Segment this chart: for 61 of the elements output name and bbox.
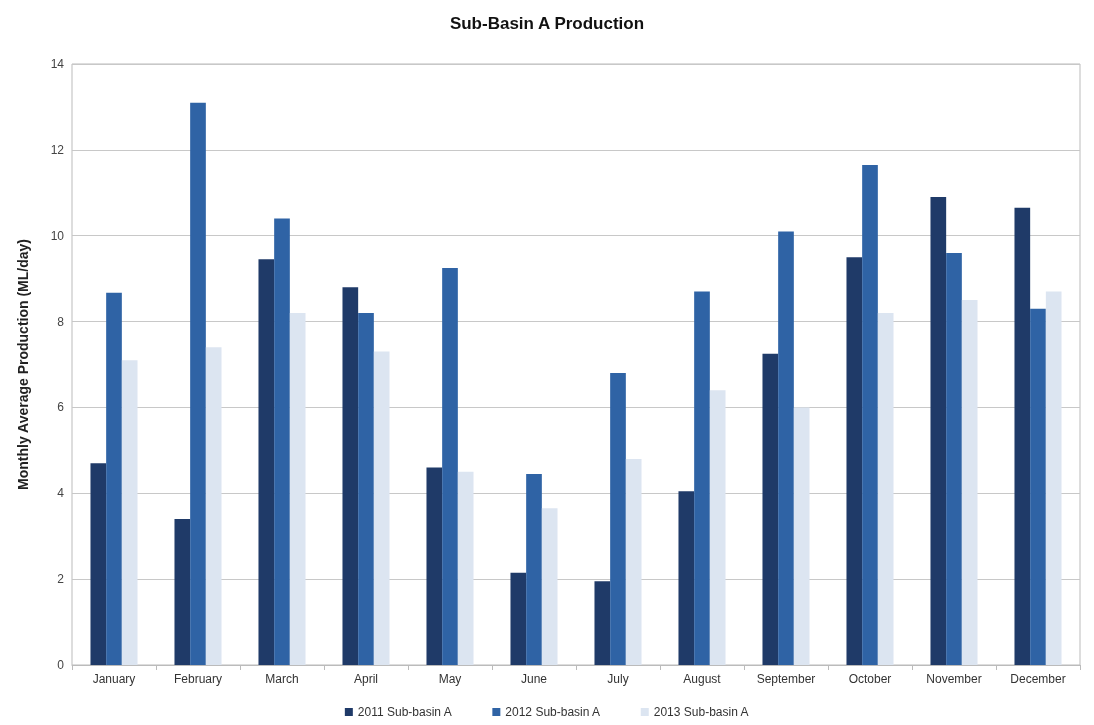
x-tick-label: October [848,672,892,686]
bar [930,197,947,665]
bar [709,390,726,665]
bar [762,353,779,665]
bar [205,347,222,665]
bar [510,572,527,665]
y-tick-label: 8 [57,314,65,329]
y-tick-label: 0 [57,658,65,672]
bar [174,519,191,665]
x-tick-label: February [173,672,223,686]
y-axis-title: Monthly Average Production (ML/day) [15,239,31,490]
bar [426,467,443,665]
bar [778,231,794,665]
bar [373,351,390,665]
bar [793,407,810,665]
bar [846,257,863,665]
bar [594,581,611,665]
bar [358,312,374,665]
bar [625,458,642,665]
x-tick-label: August [683,672,722,686]
bar [526,473,542,665]
bar [541,508,558,665]
y-tick-label: 4 [57,486,65,501]
x-tick-label: September [756,672,816,686]
bar [289,312,306,665]
x-tick-label: November [926,672,982,686]
x-tick-label: December [1010,672,1066,686]
bar [106,292,122,665]
bar [442,267,458,665]
y-tick-label: 12 [50,142,65,157]
bar [946,252,962,665]
x-tick-label: June [520,672,548,686]
bar [258,259,275,665]
y-tick-label: 10 [50,228,65,243]
bar [877,312,894,665]
bar [274,218,290,665]
bar [457,471,474,665]
bar [862,164,878,665]
bar [610,373,626,665]
bar [90,463,107,665]
bar [961,300,978,665]
bar [342,287,359,665]
bar [1045,291,1062,665]
bar [121,360,138,665]
bar [190,102,206,665]
x-tick-label: April [353,672,379,686]
bar [678,491,695,665]
x-tick-label: May [438,672,462,686]
bar [1030,308,1046,665]
legend-label: 2012 Sub-basin A [505,705,601,719]
y-tick-label: 14 [50,57,65,71]
x-tick-label: January [92,672,136,686]
bar [694,291,710,665]
x-tick-label: March [265,672,299,686]
y-tick-label: 6 [57,400,65,415]
legend-label: 2011 Sub-basin A [357,705,452,719]
chart-title: Sub-Basin A Production [449,14,645,33]
bar [1014,207,1031,665]
x-tick-label: July [607,672,629,686]
legend-label: 2013 Sub-basin A [653,705,749,719]
y-tick-label: 2 [57,572,65,587]
